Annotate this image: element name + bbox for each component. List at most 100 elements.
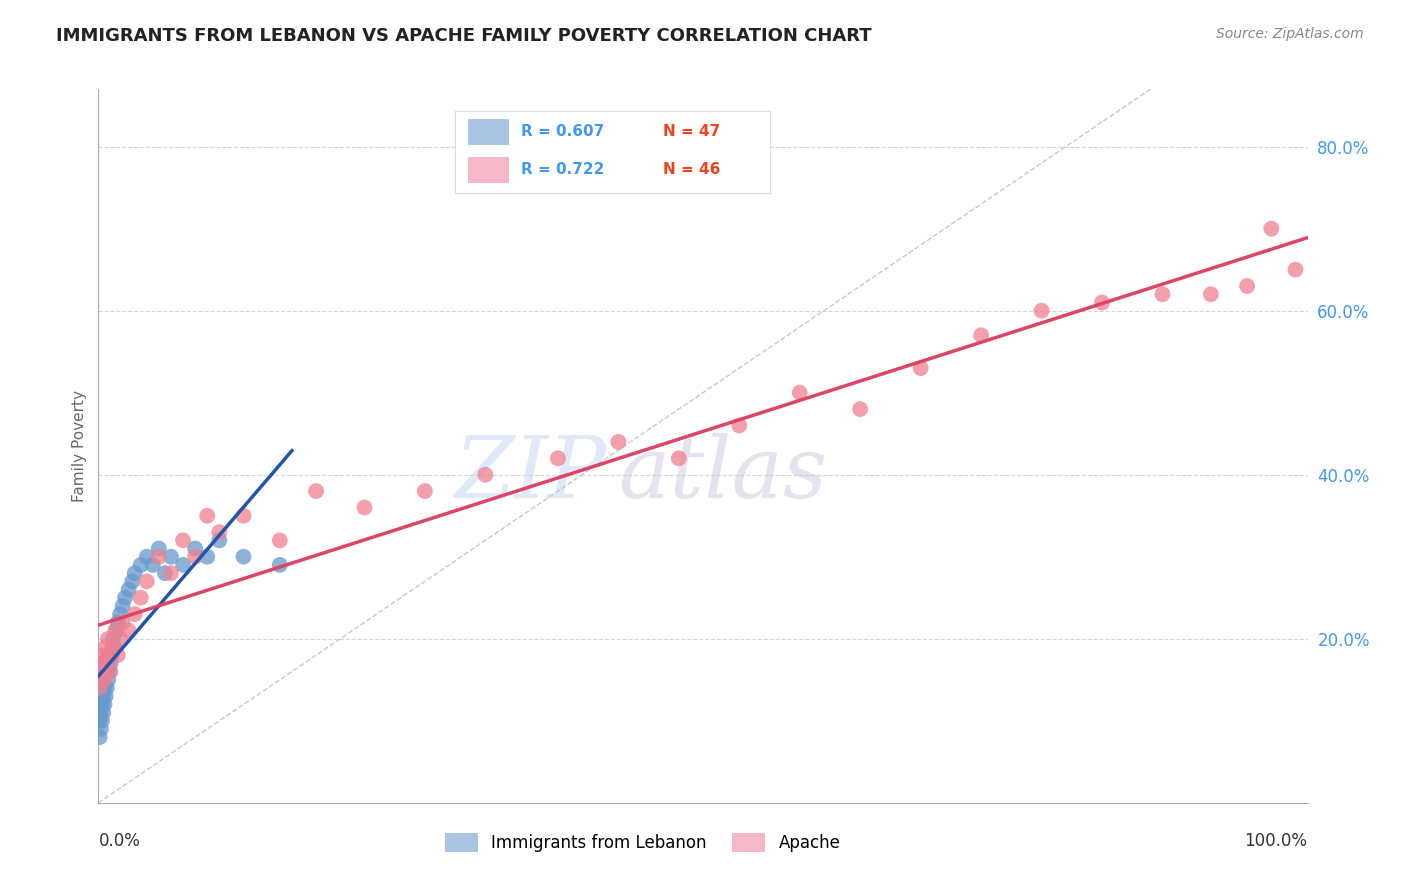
Point — [607, 434, 630, 449]
Point — [94, 689, 117, 703]
Point — [104, 624, 127, 638]
Point — [97, 648, 120, 662]
Point — [107, 615, 129, 630]
Point — [413, 484, 436, 499]
Point — [970, 328, 993, 343]
Point — [89, 681, 111, 695]
Point — [148, 549, 170, 564]
Point — [124, 566, 146, 581]
Text: Source: ZipAtlas.com: Source: ZipAtlas.com — [1216, 27, 1364, 41]
Text: atlas: atlas — [619, 434, 828, 516]
Point — [353, 500, 375, 515]
Point — [135, 574, 157, 589]
Point — [90, 673, 112, 687]
Point — [160, 549, 183, 564]
Point — [98, 648, 121, 662]
Point — [100, 665, 122, 679]
Point — [172, 533, 194, 548]
Point — [1236, 279, 1258, 293]
Point — [118, 624, 141, 638]
Point — [172, 558, 194, 572]
Point — [90, 722, 112, 736]
Point — [96, 657, 118, 671]
Point — [195, 508, 218, 523]
Point — [1199, 287, 1222, 301]
Point — [269, 533, 291, 548]
Point — [96, 681, 118, 695]
Point — [91, 665, 114, 679]
Point — [305, 484, 328, 499]
Point — [91, 714, 114, 728]
Point — [849, 402, 872, 417]
Point — [129, 558, 152, 572]
Point — [89, 714, 111, 728]
Point — [129, 591, 152, 605]
Text: 100.0%: 100.0% — [1244, 831, 1308, 849]
Point — [91, 665, 114, 679]
Point — [90, 657, 112, 671]
Point — [107, 648, 129, 662]
Point — [160, 566, 183, 581]
Point — [1091, 295, 1114, 310]
Point — [111, 599, 134, 613]
Point — [100, 657, 122, 671]
Point — [90, 706, 112, 720]
Point — [114, 591, 136, 605]
Point — [1031, 303, 1053, 318]
Point — [118, 582, 141, 597]
Point — [153, 566, 176, 581]
Point — [142, 558, 165, 572]
Point — [105, 624, 128, 638]
Point — [208, 533, 231, 548]
Point — [97, 632, 120, 646]
Point — [789, 385, 811, 400]
Point — [98, 665, 121, 679]
Point — [124, 607, 146, 622]
Point — [232, 508, 254, 523]
Point — [269, 558, 291, 572]
Point — [668, 451, 690, 466]
Point — [91, 648, 114, 662]
Point — [1152, 287, 1174, 301]
Point — [101, 640, 124, 654]
Point — [108, 632, 131, 646]
Point — [474, 467, 496, 482]
Point — [148, 541, 170, 556]
Point — [135, 549, 157, 564]
Point — [94, 665, 117, 679]
Point — [101, 632, 124, 646]
Point — [100, 648, 122, 662]
Point — [1260, 221, 1282, 235]
Point — [1284, 262, 1306, 277]
Legend: Immigrants from Lebanon, Apache: Immigrants from Lebanon, Apache — [439, 826, 846, 859]
Point — [184, 541, 207, 556]
Point — [90, 689, 112, 703]
Point — [91, 698, 114, 712]
Point — [910, 361, 932, 376]
Point — [184, 549, 207, 564]
Point — [89, 698, 111, 712]
Point — [108, 607, 131, 622]
Text: IMMIGRANTS FROM LEBANON VS APACHE FAMILY POVERTY CORRELATION CHART: IMMIGRANTS FROM LEBANON VS APACHE FAMILY… — [56, 27, 872, 45]
Point — [94, 640, 117, 654]
Point — [208, 525, 231, 540]
Text: ZIP: ZIP — [454, 434, 606, 516]
Point — [97, 673, 120, 687]
Point — [232, 549, 254, 564]
Point — [93, 681, 115, 695]
Point — [89, 730, 111, 744]
Point — [96, 657, 118, 671]
Point — [121, 574, 143, 589]
Point — [195, 549, 218, 564]
Point — [93, 657, 115, 671]
Point — [93, 673, 115, 687]
Point — [91, 681, 114, 695]
Point — [91, 706, 114, 720]
Point — [728, 418, 751, 433]
Text: 0.0%: 0.0% — [98, 831, 141, 849]
Point — [111, 615, 134, 630]
Point — [103, 640, 125, 654]
Point — [91, 689, 114, 703]
Point — [547, 451, 569, 466]
Point — [93, 698, 115, 712]
